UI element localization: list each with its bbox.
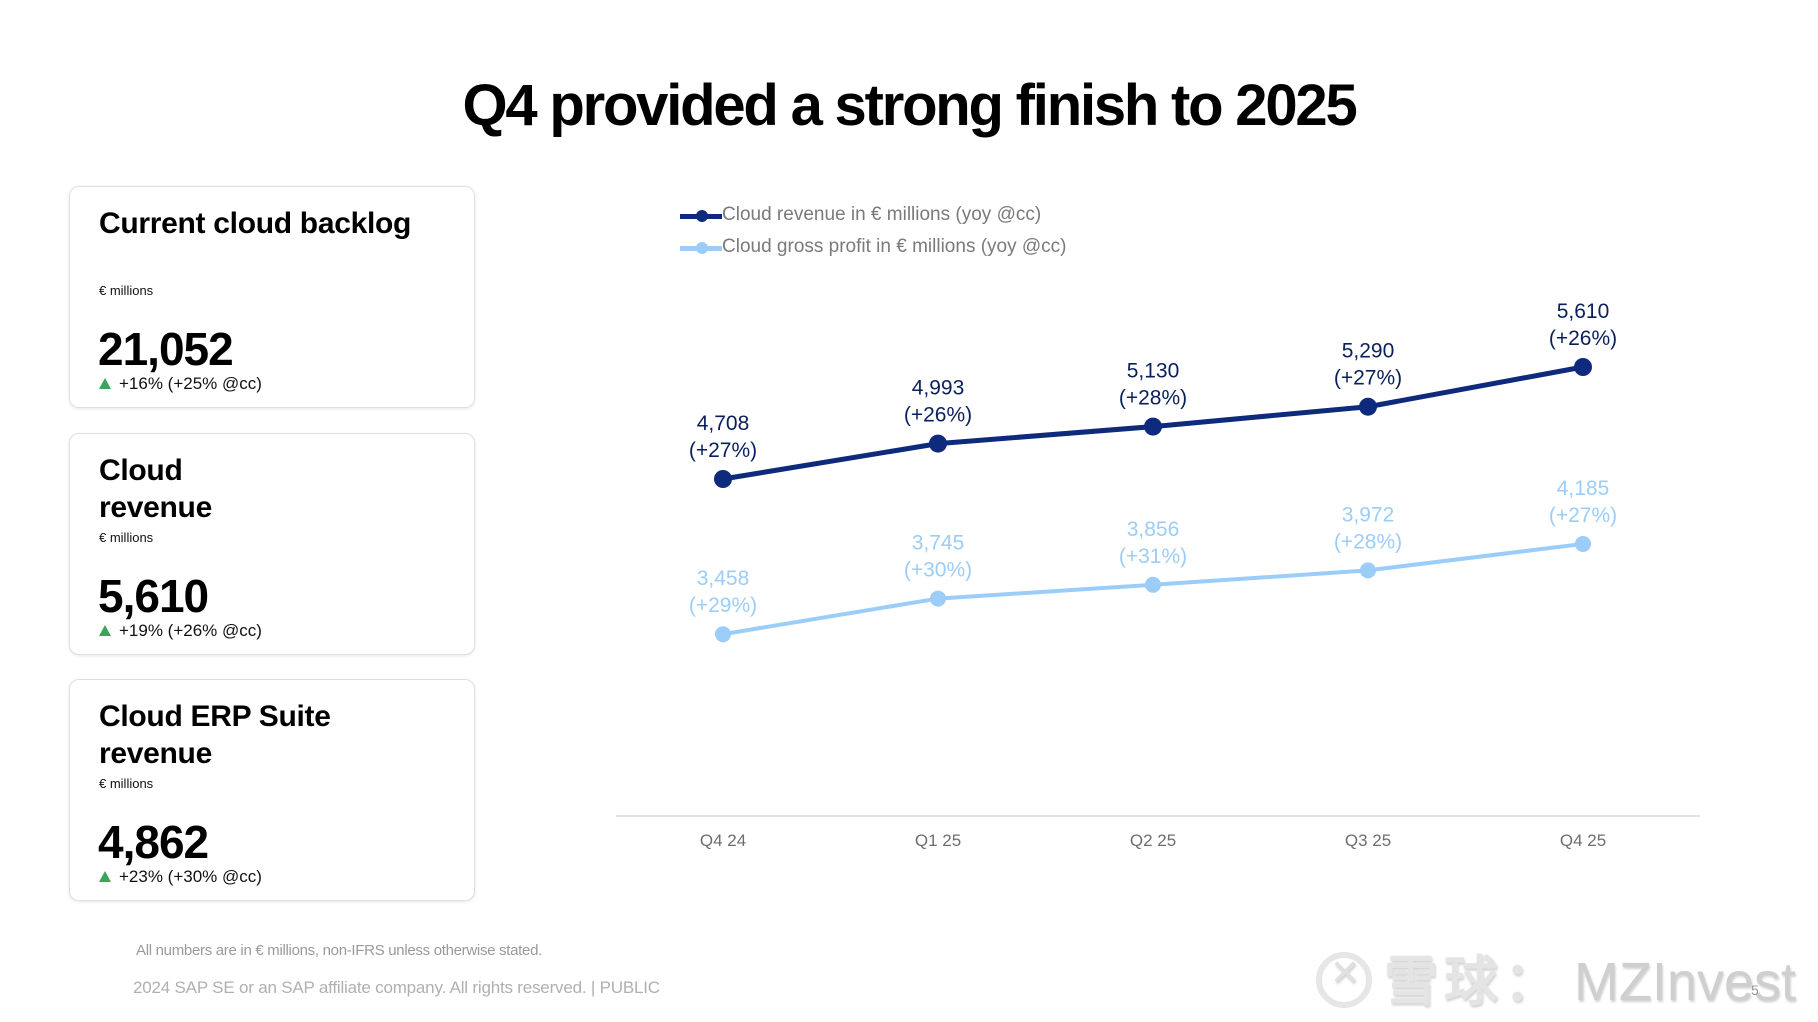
kpi-card-change-text: +23% (+30% @cc) [119,867,262,886]
data-label-growth: (+31%) [1119,545,1187,568]
slide-title: Q4 provided a strong finish to 2025 [462,73,1357,138]
data-label-growth: (+26%) [904,404,972,427]
watermark-author: MZInvest [1574,952,1797,1012]
x-tick-label: Q3 25 [1345,831,1391,850]
data-point [715,626,731,643]
data-label-growth: (+27%) [689,439,757,462]
data-label-value: 3,972 [1342,503,1395,526]
x-tick-label: Q1 25 [915,831,961,850]
data-label-growth: (+28%) [1119,387,1187,410]
data-point [1144,417,1162,436]
kpi-card-unit: € millions [99,776,154,791]
data-label-value: 3,458 [697,567,750,590]
data-label-growth: (+27%) [1334,367,1402,390]
legend-label: Cloud revenue in € millions (yoy @cc) [722,204,1042,225]
chart-legend: Cloud revenue in € millions (yoy @cc) Cl… [680,202,1067,266]
kpi-card-title: Cloud ERP Suite revenue [99,700,331,770]
kpi-card-cloud-revenue: Cloud revenue € millions 5,610 +19% (+26… [69,433,475,655]
data-point [1574,357,1592,376]
legend-label: Cloud gross profit in € millions (yoy @c… [722,236,1067,257]
kpi-card-title: Cloud revenue [99,454,212,524]
data-label-value: 4,708 [697,412,750,435]
kpi-card-value: 5,610 [98,570,209,622]
data-label-growth: (+27%) [1549,504,1617,527]
data-point [1575,535,1591,552]
data-label-growth: (+29%) [689,594,757,617]
kpi-card-unit: € millions [99,283,154,298]
legend-item-cloud-gross-profit: Cloud gross profit in € millions (yoy @c… [680,234,1067,266]
copyright-notice: 2024 SAP SE or an SAP affiliate company.… [133,978,660,997]
data-label-value: 4,185 [1557,477,1610,500]
data-point [929,434,947,453]
kpi-card-change: +23% (+30% @cc) [99,867,262,887]
data-label-value: 5,610 [1557,300,1610,323]
up-arrow-icon [99,378,111,389]
data-label-value: 3,745 [912,532,965,555]
x-tick-label: Q2 25 [1130,831,1176,850]
data-label-value: 4,993 [912,377,965,400]
kpi-card-unit: € millions [99,530,154,545]
kpi-card-change-text: +19% (+26% @cc) [119,621,262,640]
watermark: 雪球：MZInvest [1316,937,1796,1012]
kpi-card-value: 21,052 [98,323,234,375]
x-tick-label: Q4 25 [1560,831,1606,850]
kpi-card-change: +16% (+25% @cc) [99,374,262,394]
xueqiu-logo-icon [1316,952,1372,1008]
page-number: 5 [1751,982,1759,998]
data-label-growth: (+28%) [1334,530,1402,553]
data-point [714,470,732,488]
kpi-card-change-text: +16% (+25% @cc) [119,374,262,393]
data-label-value: 5,130 [1127,360,1180,383]
data-label-growth: (+26%) [1549,327,1617,350]
legend-swatch-line-marker-icon [680,210,722,222]
legend-item-cloud-revenue: Cloud revenue in € millions (yoy @cc) [680,202,1067,234]
kpi-card-current-cloud-backlog: Current cloud backlog € millions 21,052 … [69,186,475,408]
data-label-growth: (+30%) [904,559,972,582]
legend-swatch-line-marker-icon [680,242,722,254]
kpi-card-cloud-erp-suite-revenue: Cloud ERP Suite revenue € millions 4,862… [69,679,475,901]
data-point [930,590,946,607]
up-arrow-icon [99,625,111,636]
footnote: All numbers are in € millions, non-IFRS … [136,942,542,959]
data-point [1359,397,1377,416]
data-label-value: 3,856 [1127,518,1180,541]
kpi-card-title: Current cloud backlog [99,207,412,240]
data-label-value: 5,290 [1342,340,1395,363]
up-arrow-icon [99,871,111,882]
kpi-card-change: +19% (+26% @cc) [99,621,262,641]
kpi-card-value: 4,862 [98,816,209,868]
data-point [1360,562,1376,579]
data-point [1145,576,1161,593]
x-tick-label: Q4 24 [700,831,746,850]
watermark-platform: 雪球： [1384,952,1564,1012]
